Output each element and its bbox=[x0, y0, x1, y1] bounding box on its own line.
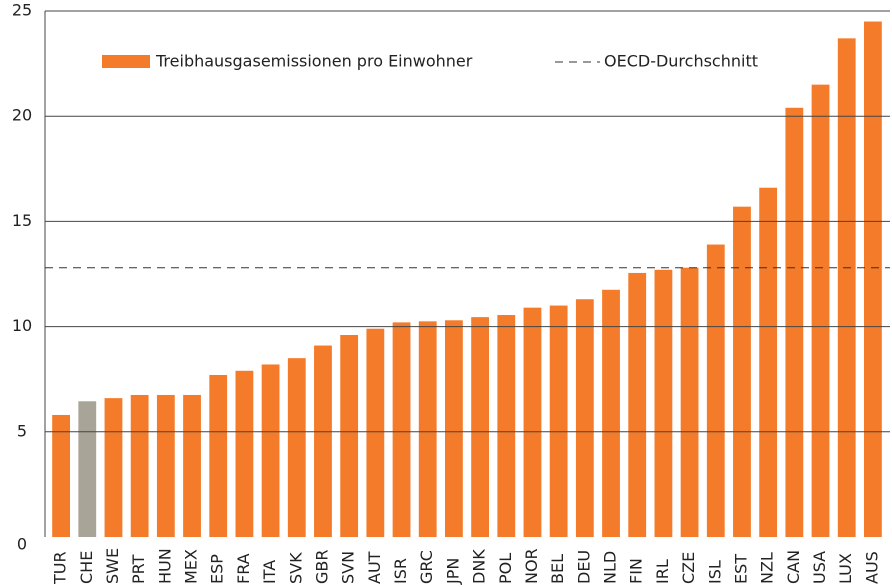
x-tick-label: AUT bbox=[365, 551, 384, 584]
x-tick-label: NLD bbox=[601, 551, 620, 584]
x-tick-label: NZL bbox=[758, 552, 777, 584]
bar bbox=[366, 328, 385, 537]
bar bbox=[235, 370, 254, 537]
y-tick-label: 15 bbox=[12, 211, 32, 230]
bar bbox=[733, 206, 751, 537]
x-tick-label: TUR bbox=[51, 551, 70, 585]
x-tick-label: GRC bbox=[417, 550, 436, 584]
x-tick-label: DNK bbox=[470, 549, 489, 584]
legend-label: Treibhausgasemissionen pro Einwohner bbox=[155, 52, 473, 71]
x-tick-label: IRL bbox=[653, 559, 672, 584]
x-tick-label: CAN bbox=[784, 550, 803, 584]
x-tick-label: FIN bbox=[627, 558, 646, 584]
x-tick-label: FRA bbox=[234, 553, 253, 584]
bar bbox=[471, 317, 489, 537]
y-tick-label: 20 bbox=[12, 106, 32, 125]
bar bbox=[209, 374, 228, 537]
x-tick-label: USA bbox=[810, 551, 829, 584]
x-tick-label: AUS bbox=[862, 551, 881, 584]
bar bbox=[78, 401, 97, 537]
bar bbox=[575, 299, 594, 537]
x-tick-label: DEU bbox=[574, 550, 593, 584]
bar bbox=[156, 394, 175, 537]
bar bbox=[314, 345, 332, 537]
bar bbox=[523, 307, 542, 537]
bar bbox=[104, 398, 123, 537]
x-tick-label: POL bbox=[496, 553, 515, 584]
bar bbox=[785, 107, 804, 537]
bar bbox=[261, 364, 280, 537]
x-tick-label: JPN bbox=[443, 558, 462, 585]
x-tick-label: PRT bbox=[129, 554, 148, 584]
bar bbox=[706, 244, 725, 537]
bar bbox=[52, 414, 70, 537]
legend-swatch bbox=[102, 55, 150, 68]
bar bbox=[497, 315, 516, 537]
y-tick-label: 10 bbox=[12, 316, 32, 335]
x-tick-label: NOR bbox=[522, 548, 541, 584]
bar bbox=[654, 269, 673, 537]
bar bbox=[811, 84, 830, 537]
x-tick-label: ISR bbox=[391, 558, 410, 584]
bar bbox=[759, 187, 778, 537]
bar bbox=[680, 267, 699, 537]
x-tick-label: SVK bbox=[286, 552, 305, 584]
x-tick-label: MEX bbox=[182, 549, 201, 584]
x-tick-label: ISL bbox=[705, 560, 724, 584]
y-tick-label: 25 bbox=[12, 1, 32, 20]
x-tick-label: GBR bbox=[312, 550, 331, 585]
x-tick-label: CHE bbox=[77, 551, 96, 584]
bar bbox=[628, 272, 647, 537]
bar bbox=[183, 394, 201, 537]
bar bbox=[392, 322, 411, 537]
bar bbox=[549, 305, 568, 537]
legend-label: OECD-Durchschnitt bbox=[604, 52, 758, 71]
bar bbox=[864, 21, 882, 537]
bar bbox=[418, 321, 437, 537]
bar bbox=[287, 358, 306, 537]
bar bbox=[602, 289, 620, 537]
y-tick-label: 0 bbox=[17, 535, 27, 554]
y-tick-label: 5 bbox=[17, 421, 27, 440]
x-tick-label: SWE bbox=[103, 548, 122, 584]
x-tick-label: SVN bbox=[339, 551, 358, 584]
bar bbox=[130, 394, 149, 537]
x-tick-label: LUX bbox=[836, 553, 855, 584]
bar bbox=[445, 320, 463, 537]
x-tick-label: EST bbox=[731, 554, 750, 584]
x-tick-label: BEL bbox=[548, 554, 567, 584]
x-tick-label: CZE bbox=[679, 552, 698, 584]
bar bbox=[837, 38, 856, 538]
x-tick-label: ITA bbox=[260, 560, 279, 584]
x-tick-label: HUN bbox=[155, 548, 174, 584]
bar bbox=[340, 335, 359, 537]
x-tick-label: ESP bbox=[208, 554, 227, 584]
